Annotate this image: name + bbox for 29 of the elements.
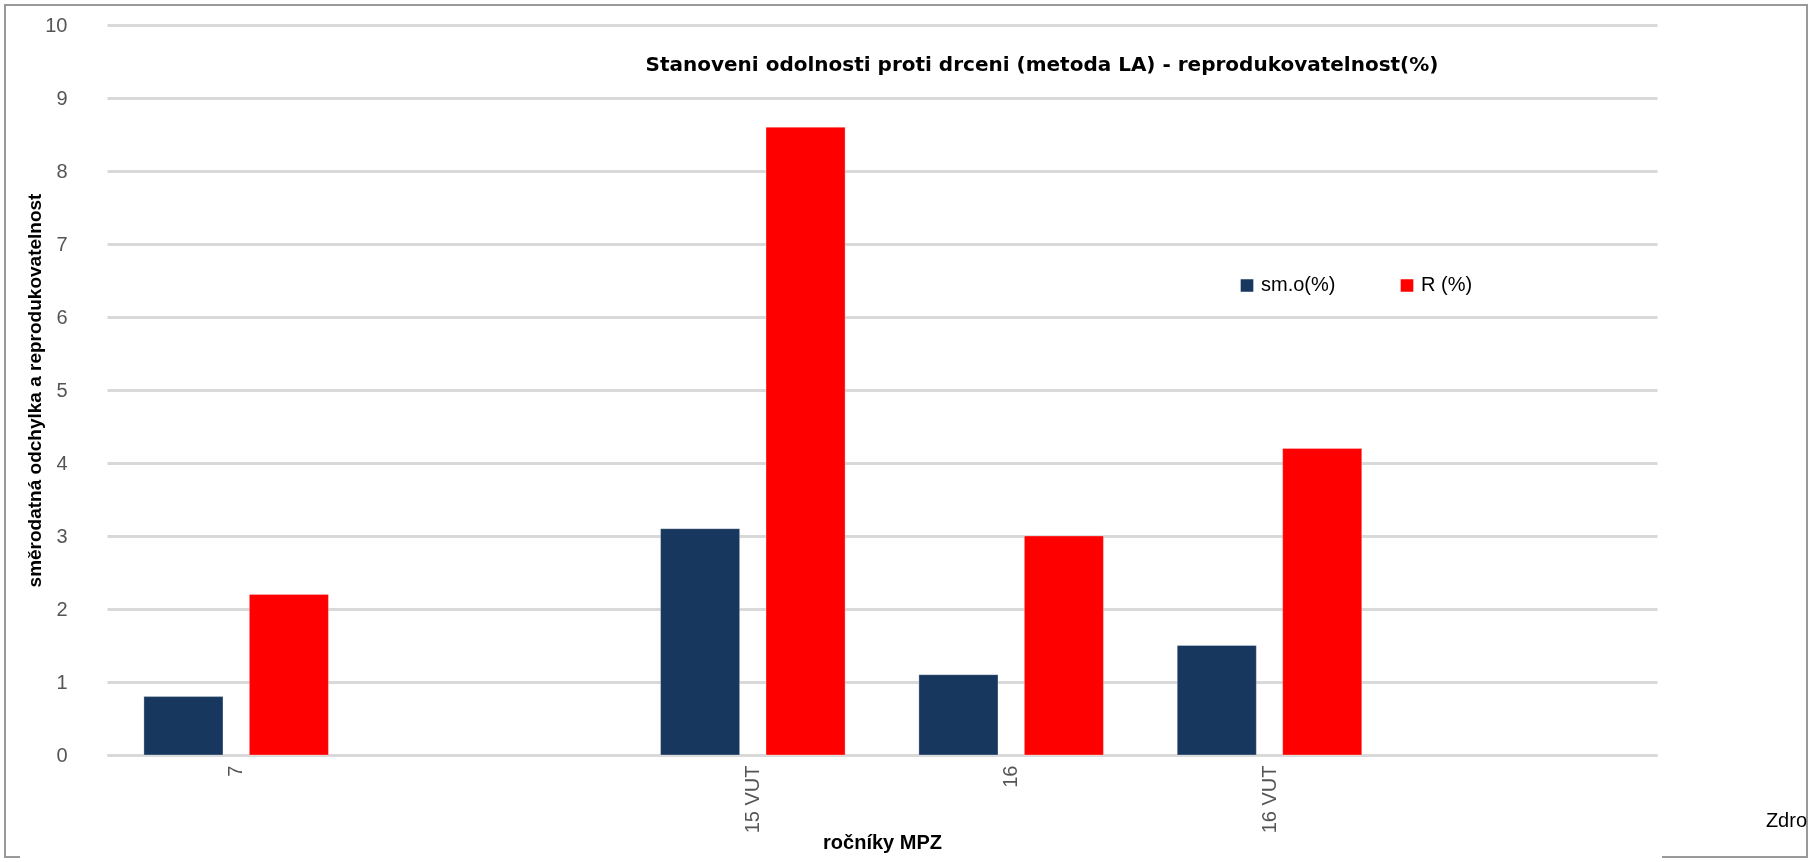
y-tick-label: 4 [56,451,68,474]
x-tick-label: 7 [224,765,247,777]
y-tick-label: 1 [56,670,68,693]
y-tick-label: 10 [45,13,68,36]
y-axis-title: směrodatná odchylka a reprodukovatelnost [24,192,46,588]
bar [248,593,329,756]
bar [1023,535,1104,756]
bar [1282,447,1363,756]
bar [143,696,224,756]
x-tick-label: 16 VUT [1257,765,1280,834]
y-tick-label: 2 [56,597,68,620]
bar [765,126,846,756]
y-tick-label: 7 [56,232,68,255]
x-tick-label: 15 VUT [740,765,763,834]
y-tick-label: 0 [56,743,68,766]
text: Stanoveni odolnosti proti drceni (metoda LA) - reprodukovatelnost(%) [645,52,1439,76]
y-tick-label: 8 [56,159,68,182]
y-tick-label: 5 [56,378,68,401]
bar [918,674,999,756]
legend-label: R (%) [1421,273,1473,296]
y-tick-label: 6 [56,305,68,328]
legend-label: sm.o(%) [1261,273,1336,296]
y-tick-label: 3 [56,524,68,547]
bar [1176,645,1257,756]
text: Zdro [1765,809,1807,832]
bar [660,528,741,756]
x-tick-label: 16 [999,765,1022,788]
x-axis-title: ročníky MPZ [823,831,942,854]
y-tick-label: 9 [56,86,68,109]
